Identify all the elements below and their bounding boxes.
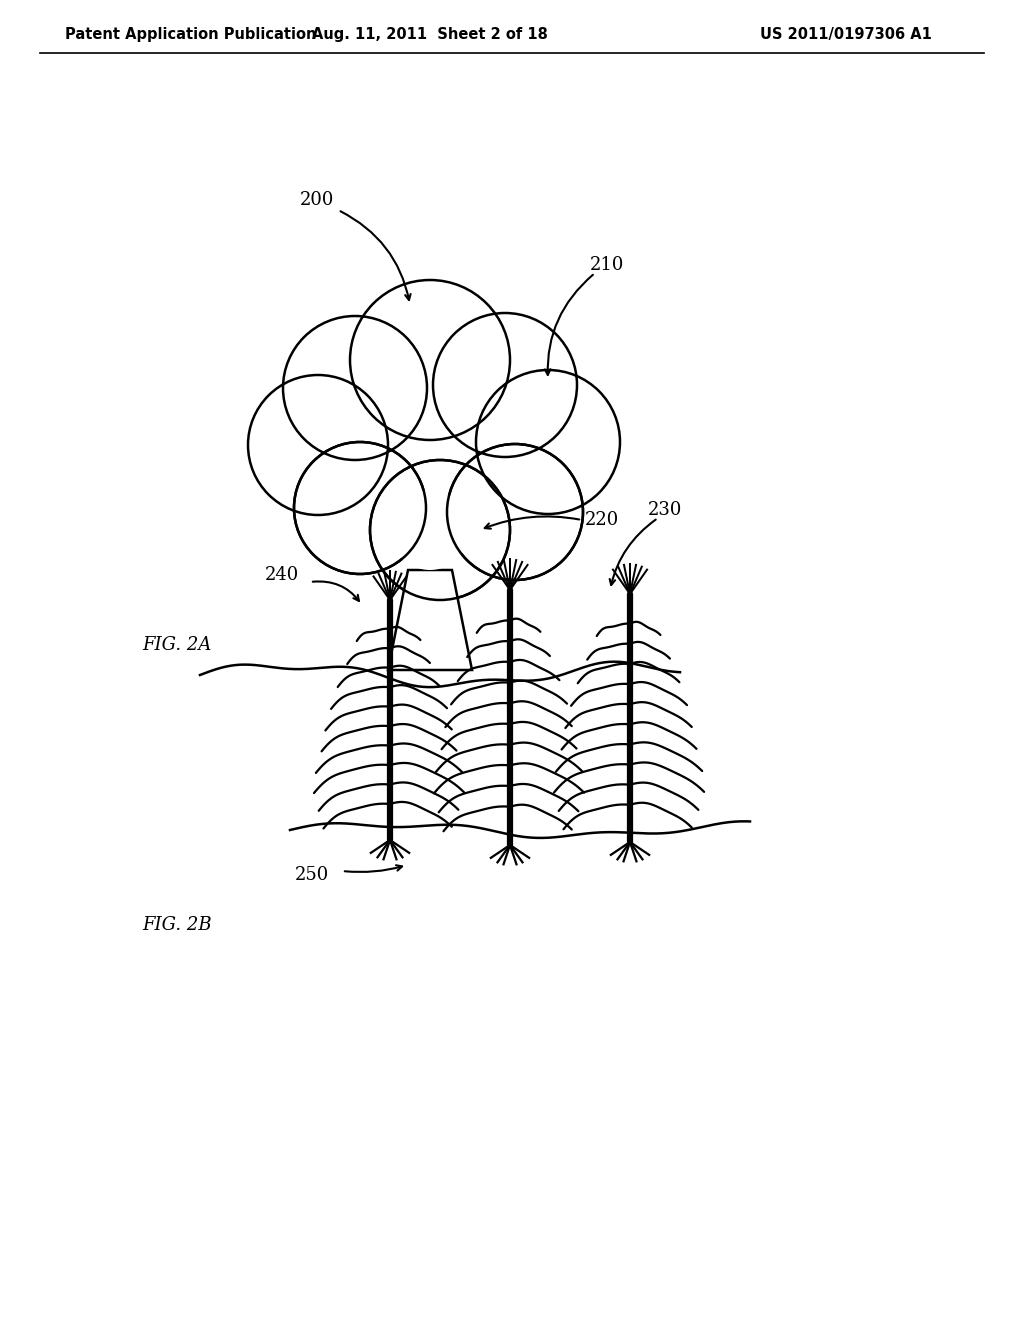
Circle shape bbox=[350, 280, 510, 440]
Text: FIG. 2A: FIG. 2A bbox=[142, 636, 211, 653]
Circle shape bbox=[476, 370, 620, 513]
Text: FIG. 2B: FIG. 2B bbox=[142, 916, 212, 935]
Circle shape bbox=[433, 313, 577, 457]
Text: 230: 230 bbox=[648, 502, 682, 519]
Text: 250: 250 bbox=[295, 866, 330, 884]
Text: Aug. 11, 2011  Sheet 2 of 18: Aug. 11, 2011 Sheet 2 of 18 bbox=[312, 28, 548, 42]
Circle shape bbox=[283, 315, 427, 459]
Circle shape bbox=[390, 490, 470, 570]
Text: US 2011/0197306 A1: US 2011/0197306 A1 bbox=[760, 28, 932, 42]
Polygon shape bbox=[388, 570, 472, 671]
Text: 220: 220 bbox=[585, 511, 620, 529]
Text: 240: 240 bbox=[265, 566, 299, 583]
Circle shape bbox=[370, 459, 510, 601]
Circle shape bbox=[248, 375, 388, 515]
Circle shape bbox=[294, 442, 426, 574]
Text: 210: 210 bbox=[590, 256, 625, 275]
Text: Patent Application Publication: Patent Application Publication bbox=[65, 28, 316, 42]
Text: 200: 200 bbox=[300, 191, 335, 209]
Circle shape bbox=[447, 444, 583, 579]
